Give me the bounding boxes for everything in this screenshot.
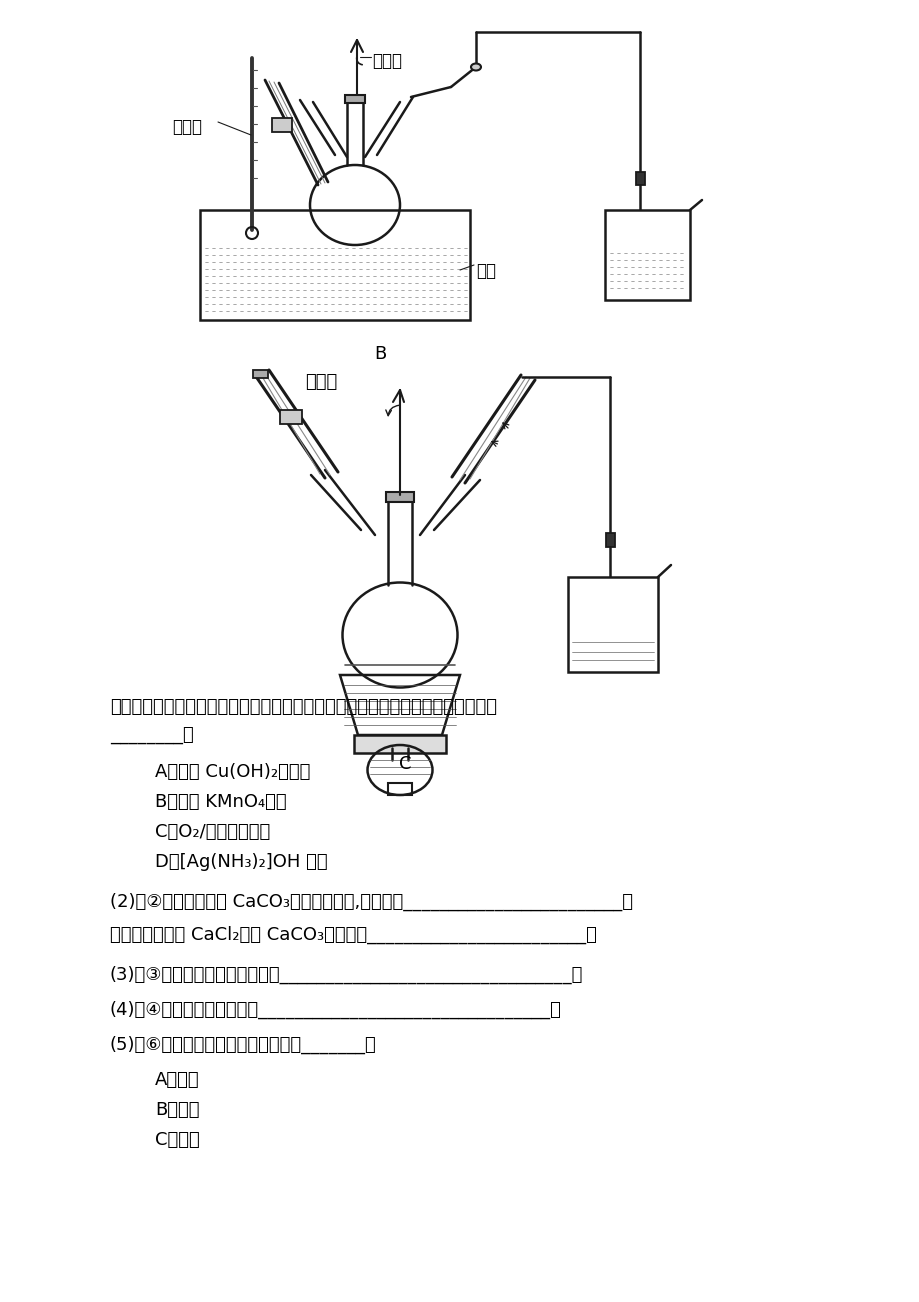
Text: C．O₂/葡萄糖氧化酶: C．O₂/葡萄糖氧化酶 <box>154 823 270 841</box>
Text: 制备葡萄糖酸钙的过程中，葡萄糖的氧化也可用其他试剂，下列物质中最适合的是: 制备葡萄糖酸钙的过程中，葡萄糖的氧化也可用其他试剂，下列物质中最适合的是 <box>110 698 496 716</box>
Text: 水浴: 水浴 <box>475 262 495 280</box>
Bar <box>606 533 614 547</box>
Text: (3)第③步需趁热过滤，其原因是________________________________。: (3)第③步需趁热过滤，其原因是________________________… <box>110 966 583 984</box>
Polygon shape <box>340 674 460 736</box>
Text: (2)第②步充分反应后 CaCO₃固体需有剩余,其目的是________________________；: (2)第②步充分反应后 CaCO₃固体需有剩余,其目的是____________… <box>110 893 632 911</box>
Text: B: B <box>373 345 386 363</box>
Text: 温度计: 温度计 <box>172 118 202 135</box>
Bar <box>279 410 301 424</box>
Text: D．[Ag(NH₃)₂]OH 溶液: D．[Ag(NH₃)₂]OH 溶液 <box>154 853 327 871</box>
Bar <box>386 492 414 503</box>
Text: 本实验中不宜用 CaCl₂替代 CaCO₃，理由是________________________。: 本实验中不宜用 CaCl₂替代 CaCO₃，理由是_______________… <box>110 926 596 944</box>
Bar <box>354 736 446 753</box>
Bar <box>567 577 657 672</box>
Text: C: C <box>398 755 411 773</box>
Text: 搅拌器: 搅拌器 <box>371 52 402 70</box>
Bar <box>635 172 644 185</box>
Text: 搅拌器: 搅拌器 <box>305 372 337 391</box>
Text: (4)第④步加入乙醇的作用是________________________________。: (4)第④步加入乙醇的作用是__________________________… <box>110 1001 562 1019</box>
Text: C．乙醇: C．乙醇 <box>154 1131 199 1148</box>
Text: B．热水: B．热水 <box>154 1101 199 1118</box>
Text: A．新制 Cu(OH)₂悬浊液: A．新制 Cu(OH)₂悬浊液 <box>154 763 310 781</box>
Bar <box>253 370 267 378</box>
Text: B．酸性 KMnO₄溶液: B．酸性 KMnO₄溶液 <box>154 793 287 811</box>
Bar <box>272 118 291 132</box>
Text: A．冷水: A．冷水 <box>154 1072 199 1088</box>
Bar <box>345 95 365 103</box>
Bar <box>388 783 412 796</box>
Bar <box>605 210 689 299</box>
Text: (5)第⑥步中，下列洗涤剂最合适的是_______。: (5)第⑥步中，下列洗涤剂最合适的是_______。 <box>110 1036 377 1055</box>
Bar <box>199 210 470 320</box>
Text: ________。: ________。 <box>110 727 194 743</box>
Ellipse shape <box>471 64 481 70</box>
